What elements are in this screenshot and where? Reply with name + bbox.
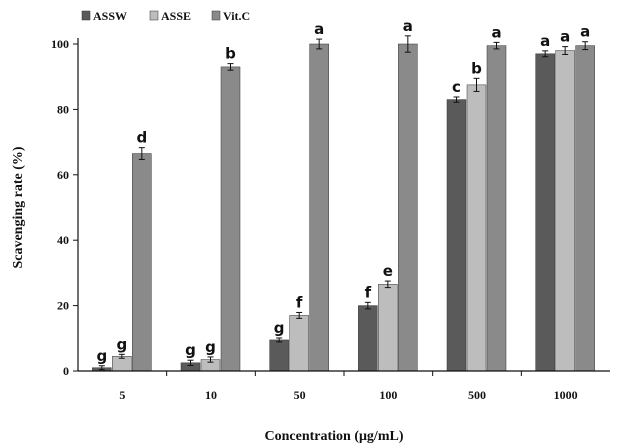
significance-label: e: [383, 262, 393, 280]
y-tick-label: 60: [57, 168, 69, 182]
significance-label: f: [296, 293, 303, 311]
significance-label: a: [314, 20, 324, 38]
bar: [486, 45, 507, 372]
bar: [378, 284, 398, 372]
bars: [92, 43, 595, 372]
bar: [466, 84, 487, 372]
significance-label: b: [225, 45, 236, 63]
legend-label: ASSE: [161, 9, 191, 23]
y-axis-title: Scavenging rate (%): [11, 146, 26, 268]
bar: [535, 53, 555, 372]
legend-label: ASSW: [93, 9, 127, 23]
x-tick-label: 500: [468, 388, 486, 402]
significance-label: a: [560, 28, 570, 46]
bar: [398, 43, 418, 372]
significance-label: f: [365, 283, 372, 301]
legend-swatch: [149, 10, 159, 21]
bar: [132, 153, 152, 372]
x-tick-label: 10: [205, 388, 217, 402]
significance-label: a: [403, 17, 413, 35]
bar: [358, 305, 378, 372]
significance-label: g: [205, 338, 216, 356]
legend-label: Vit.C: [223, 9, 250, 23]
significance-label: c: [452, 78, 461, 96]
significance-label: a: [491, 23, 501, 41]
y-tick-label: 20: [57, 299, 69, 313]
bar: [446, 99, 467, 372]
bar: [555, 50, 575, 372]
x-tick-label: 5: [119, 388, 125, 402]
significance-label: a: [580, 23, 590, 41]
y-tick-label: 100: [51, 37, 69, 51]
bar: [289, 315, 309, 372]
bar: [220, 66, 241, 372]
legend-swatch: [81, 10, 91, 21]
significance-label: g: [116, 335, 127, 353]
y-axis-ticks: 0 20 40 60 80 100: [51, 37, 78, 378]
significance-label: g: [274, 319, 285, 337]
x-tick-label: 100: [379, 388, 397, 402]
y-tick-label: 0: [63, 364, 69, 378]
legend: ASSW ASSE Vit.C: [81, 9, 250, 23]
error-bars: [98, 35, 589, 371]
bar: [269, 339, 289, 372]
bar: [309, 43, 329, 372]
significance-label: g: [185, 341, 196, 359]
bar: [575, 45, 595, 372]
x-tick-label: 50: [294, 388, 306, 402]
y-tick-label: 40: [57, 233, 69, 247]
legend-swatch: [211, 10, 221, 21]
x-axis-ticks: 5 10 50 100 500 1000: [119, 371, 578, 402]
significance-label: a: [540, 32, 550, 50]
x-tick-label: 1000: [554, 388, 578, 402]
significance-label: g: [96, 347, 107, 365]
x-axis-title: Concentration (μg/mL): [265, 429, 404, 444]
significance-label: d: [136, 129, 147, 147]
significance-label: b: [471, 59, 482, 77]
y-tick-label: 80: [57, 102, 69, 116]
